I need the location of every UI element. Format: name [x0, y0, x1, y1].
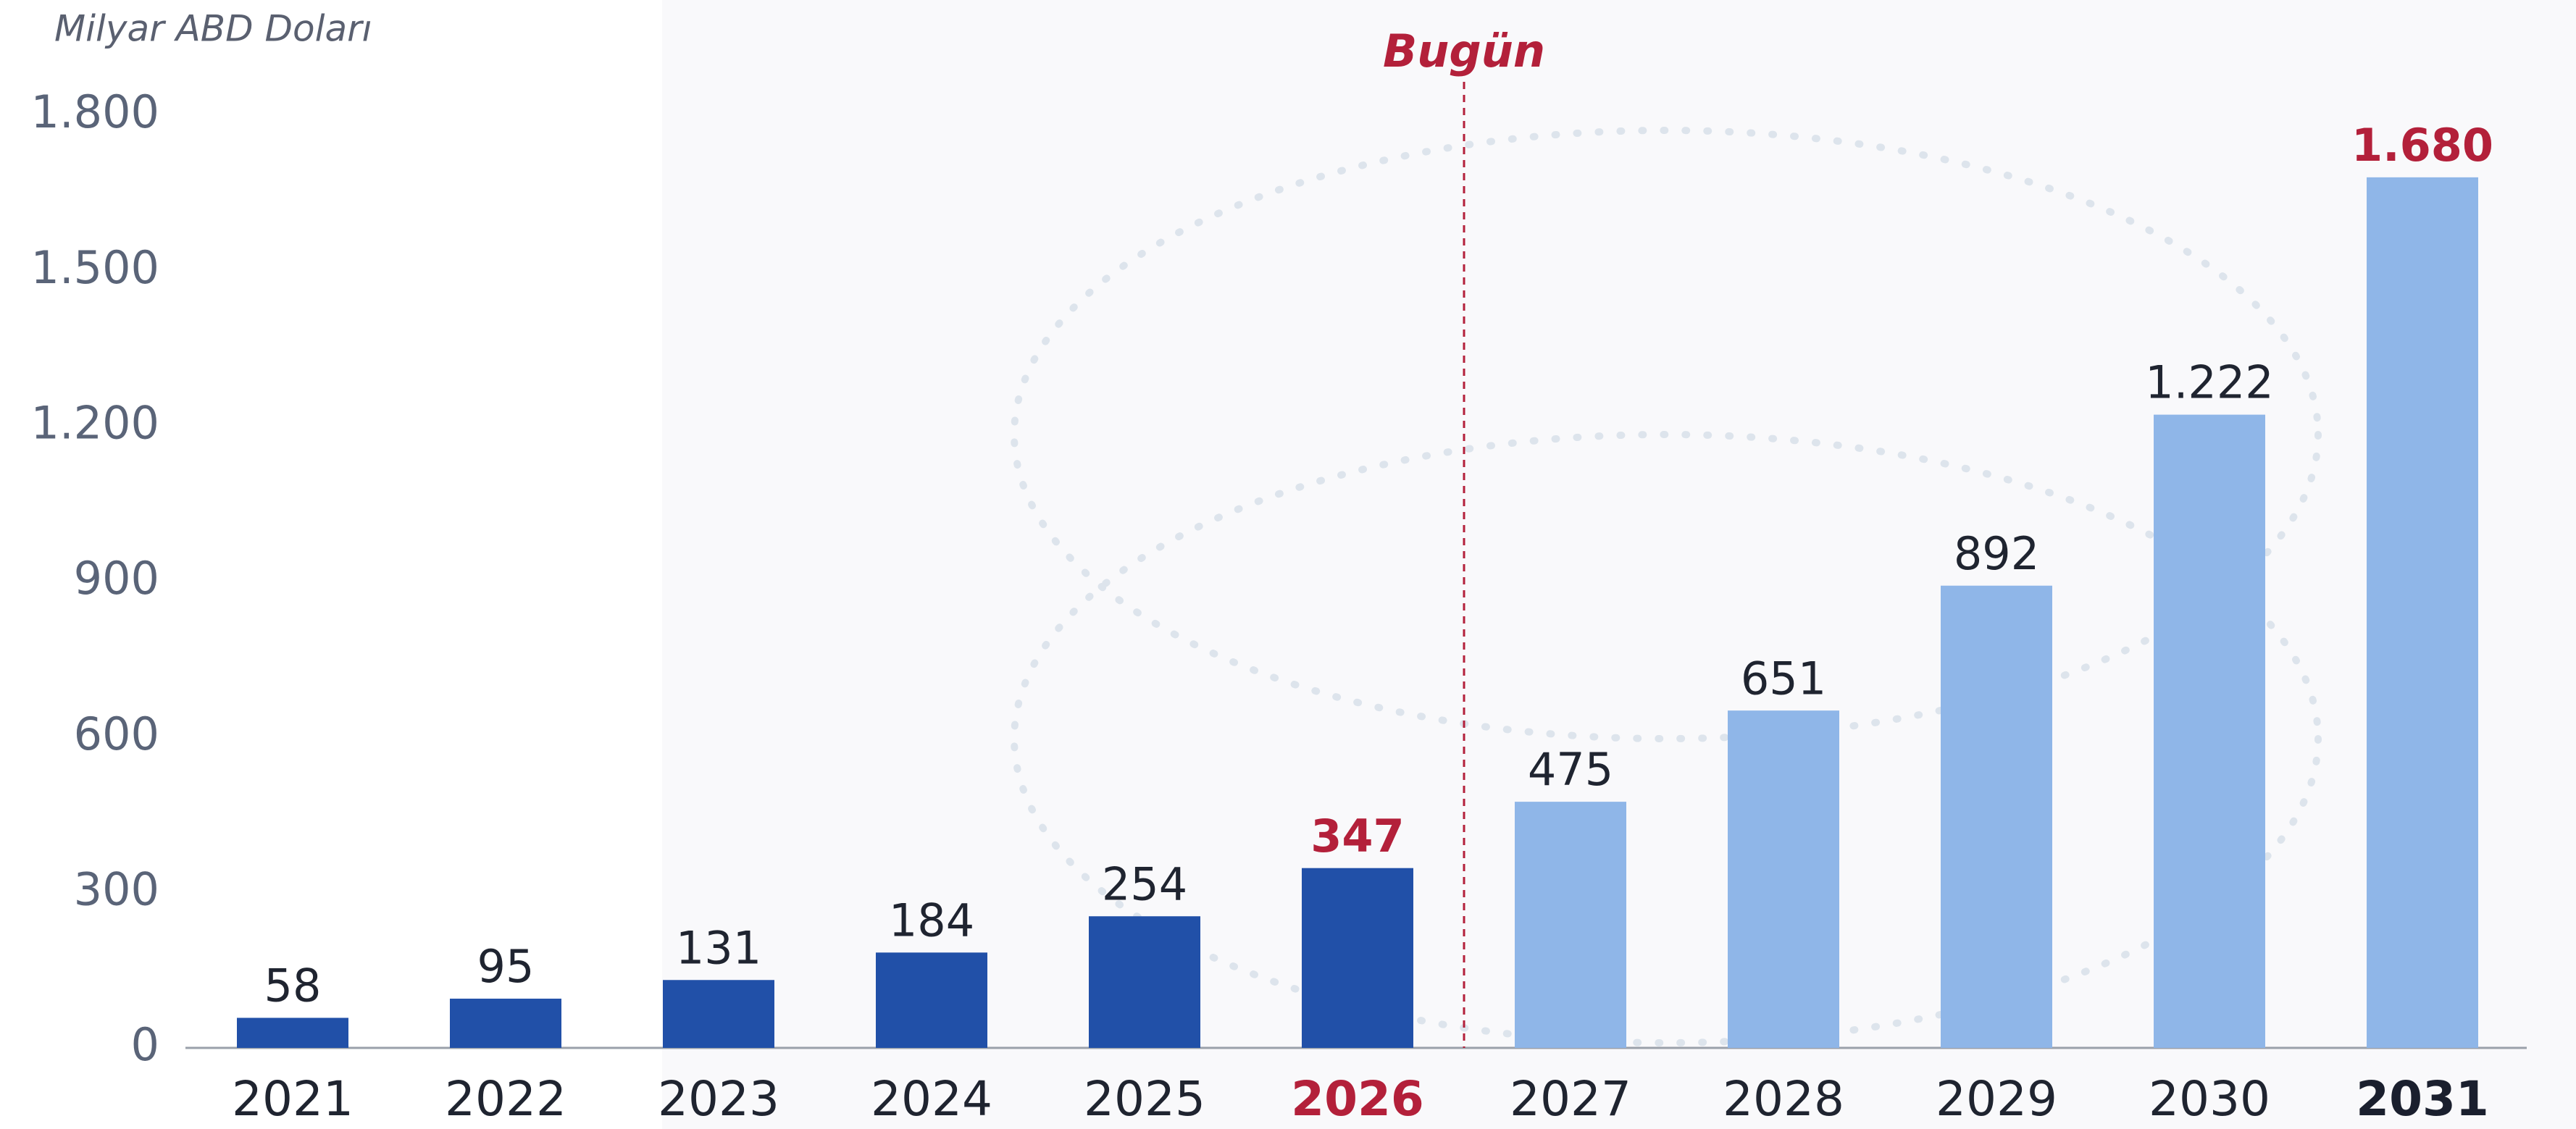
- value-label: 184: [889, 894, 974, 947]
- value-label: 254: [1102, 857, 1187, 910]
- bar: [1515, 802, 1626, 1048]
- x-tick-label: 2028: [1723, 1071, 1844, 1127]
- y-tick-label: 1.200: [31, 396, 160, 449]
- annotation-text: Bugün: [1383, 25, 1545, 77]
- x-tick-label: 2022: [445, 1071, 566, 1127]
- x-tick-label: 2030: [2149, 1071, 2270, 1127]
- bar: [2367, 177, 2478, 1048]
- bar: [450, 999, 561, 1048]
- bar: [663, 980, 774, 1048]
- x-tick-label: 2021: [232, 1071, 354, 1127]
- x-tick-label: 2026: [1291, 1071, 1424, 1127]
- y-tick-label: 0: [131, 1018, 159, 1071]
- bar: [876, 952, 987, 1048]
- value-label: 131: [676, 921, 761, 974]
- x-tick-label: 2025: [1084, 1071, 1205, 1127]
- x-tick-label: 2023: [658, 1071, 779, 1127]
- value-label: 95: [477, 940, 535, 993]
- y-tick-label: 300: [74, 863, 159, 915]
- chart: Milyar ABD Doları 0 300 600 900 1.200 1.500 1.…: [0, 0, 2576, 1129]
- value-label: 1.222: [2145, 356, 2274, 409]
- bar: [1728, 710, 1839, 1048]
- y-tick-label: 1.500: [31, 241, 160, 294]
- value-label: 475: [1528, 743, 1613, 796]
- y-tick-label: 1.800: [31, 85, 160, 138]
- bar: [1089, 916, 1200, 1048]
- y-tick-label: 900: [74, 552, 159, 605]
- value-label: 1.680: [2351, 119, 2493, 172]
- x-tick-label: 2024: [871, 1071, 992, 1127]
- bar: [2154, 415, 2265, 1048]
- value-label: 892: [1954, 527, 2039, 580]
- value-label: 347: [1310, 810, 1404, 863]
- bar: [1302, 868, 1413, 1048]
- value-label: 58: [264, 960, 322, 1012]
- x-tick-label: 2029: [1936, 1071, 2057, 1127]
- y-tick-label: 600: [74, 708, 159, 760]
- bar: [1941, 586, 2052, 1048]
- value-label: 651: [1741, 652, 1826, 705]
- x-tick-label: 2027: [1510, 1071, 1631, 1127]
- x-tick-label: 2031: [2356, 1071, 2489, 1127]
- bar: [237, 1017, 348, 1048]
- y-axis-label: Milyar ABD Doları: [54, 8, 372, 50]
